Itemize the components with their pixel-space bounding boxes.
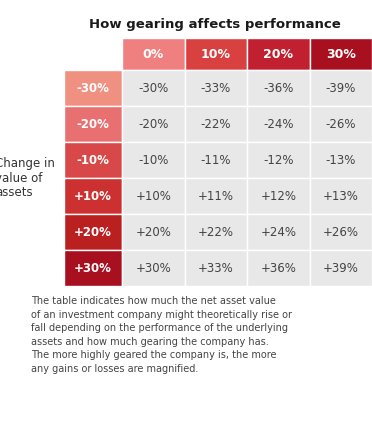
Bar [64, 178, 122, 214]
Bar [185, 178, 247, 214]
Bar [185, 142, 247, 178]
Bar [185, 38, 247, 70]
Text: +13%: +13% [323, 190, 359, 202]
Text: -39%: -39% [326, 81, 356, 94]
Text: +11%: +11% [198, 190, 234, 202]
Text: +20%: +20% [135, 225, 171, 239]
Text: +36%: +36% [260, 261, 296, 274]
Text: -20%: -20% [77, 118, 109, 131]
Bar [310, 70, 372, 106]
Text: -10%: -10% [77, 153, 109, 166]
Bar [247, 106, 310, 142]
Bar [122, 250, 185, 286]
Text: 0%: 0% [142, 47, 164, 60]
Bar [247, 250, 310, 286]
Bar [310, 178, 372, 214]
Bar [122, 178, 185, 214]
Text: +20%: +20% [74, 225, 112, 239]
Bar [310, 214, 372, 250]
Text: -24%: -24% [263, 118, 294, 131]
Text: -30%: -30% [77, 81, 109, 94]
Text: +30%: +30% [74, 261, 112, 274]
Bar [247, 178, 310, 214]
Bar [64, 214, 122, 250]
Text: How gearing affects performance: How gearing affects performance [89, 18, 341, 31]
Bar [122, 70, 185, 106]
Text: 10%: 10% [201, 47, 231, 60]
Text: +39%: +39% [323, 261, 359, 274]
Bar [310, 106, 372, 142]
Text: +30%: +30% [135, 261, 171, 274]
Text: -10%: -10% [138, 153, 169, 166]
Bar [122, 106, 185, 142]
Bar [122, 38, 185, 70]
Bar [185, 70, 247, 106]
Bar [64, 106, 122, 142]
Bar [64, 142, 122, 178]
Text: The table indicates how much the net asset value
of an investment company might : The table indicates how much the net ass… [31, 296, 292, 374]
Bar [310, 142, 372, 178]
Text: +22%: +22% [198, 225, 234, 239]
Text: -11%: -11% [201, 153, 231, 166]
Text: +24%: +24% [260, 225, 296, 239]
Text: -33%: -33% [201, 81, 231, 94]
Bar [310, 38, 372, 70]
Bar [122, 214, 185, 250]
Bar [185, 250, 247, 286]
Text: +10%: +10% [74, 190, 112, 202]
Text: +12%: +12% [260, 190, 296, 202]
Bar [185, 106, 247, 142]
Text: -36%: -36% [263, 81, 294, 94]
Text: +33%: +33% [198, 261, 234, 274]
Text: -26%: -26% [326, 118, 356, 131]
Text: -20%: -20% [138, 118, 169, 131]
Text: -22%: -22% [201, 118, 231, 131]
Text: 30%: 30% [326, 47, 356, 60]
Text: Change in
value of
assets: Change in value of assets [0, 156, 55, 199]
Text: -13%: -13% [326, 153, 356, 166]
Bar [247, 38, 310, 70]
Bar [122, 142, 185, 178]
Text: +26%: +26% [323, 225, 359, 239]
Text: +10%: +10% [135, 190, 171, 202]
Bar [64, 250, 122, 286]
Text: -12%: -12% [263, 153, 294, 166]
Bar [310, 250, 372, 286]
Bar [247, 142, 310, 178]
Bar [247, 214, 310, 250]
Bar [247, 70, 310, 106]
Bar [185, 214, 247, 250]
Bar [64, 70, 122, 106]
Text: -30%: -30% [138, 81, 169, 94]
Text: 20%: 20% [263, 47, 293, 60]
